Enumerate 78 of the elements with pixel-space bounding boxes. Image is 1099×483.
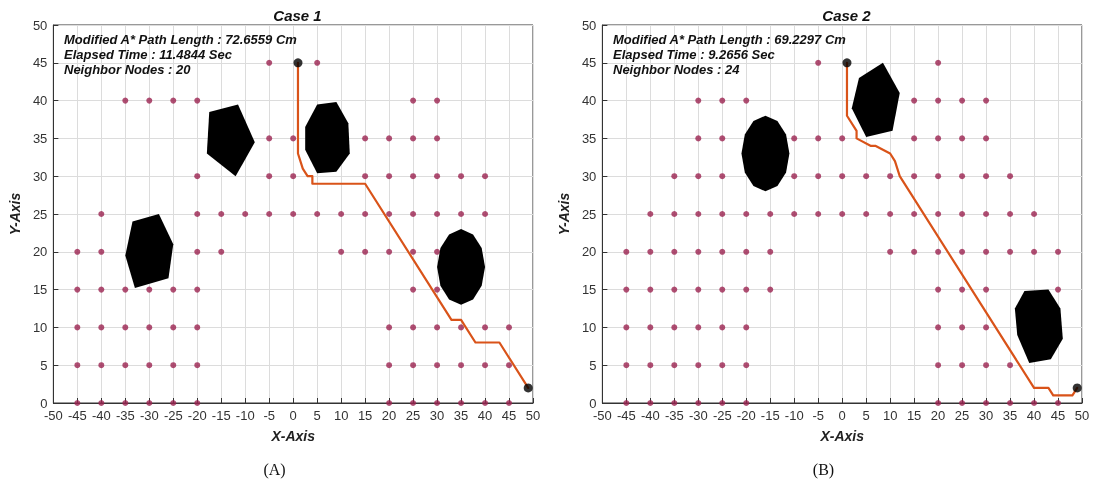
y-axis-title: Y-Axis <box>556 192 572 236</box>
x-tick-label: -45 <box>67 408 87 423</box>
y-tick-label: 15 <box>581 282 597 298</box>
x-tick-label: 25 <box>954 408 970 423</box>
y-tick-label: 35 <box>581 130 597 146</box>
y-tick-label: 20 <box>581 244 597 260</box>
x-tick-label: -25 <box>163 408 183 423</box>
y-tick-label: 50 <box>581 17 597 33</box>
x-tick-label: 45 <box>1050 408 1066 423</box>
x-tick-label: -30 <box>688 408 708 423</box>
x-tick-label: -35 <box>664 408 684 423</box>
x-tick-label: 35 <box>1002 408 1018 423</box>
annotation: Modified A* Path Length : 69.2297 Cm <box>613 32 847 47</box>
annotation: Elapsed Time : 9.2656 Sec <box>613 47 776 62</box>
x-tick-label: 50 <box>525 408 541 423</box>
x-tick-label: -20 <box>736 408 756 423</box>
x-axis-title: X-Axis <box>270 428 316 444</box>
x-tick-label: 5 <box>313 408 321 423</box>
x-tick-label: 20 <box>930 408 946 423</box>
text: (A) <box>263 460 286 479</box>
annotation: Modified A* Path Length : 72.6559 Cm <box>64 32 298 47</box>
x-tick-label: 35 <box>453 408 469 423</box>
y-tick-label: 10 <box>32 319 48 335</box>
y-tick-label: 25 <box>32 206 48 222</box>
x-tick-label: -15 <box>211 408 231 423</box>
x-tick-label: 50 <box>1074 408 1090 423</box>
y-tick-label: 45 <box>581 55 597 71</box>
annotation: Neighbor Nodes : 20 <box>64 62 192 77</box>
chart-title: Case 1 <box>273 7 322 24</box>
annotation: Elapsed Time : 11.4844 Sec <box>64 47 233 62</box>
x-tick-label: 10 <box>882 408 898 423</box>
y-tick-label: 20 <box>32 244 48 260</box>
x-tick-label: 0 <box>289 408 297 423</box>
y-tick-label: 5 <box>589 357 597 373</box>
y-tick-label: 0 <box>589 395 597 411</box>
x-tick-label: -30 <box>139 408 159 423</box>
text: (B) <box>812 460 835 479</box>
y-tick-label: 40 <box>581 93 597 109</box>
x-tick-label: 40 <box>1026 408 1042 423</box>
y-tick-label: 30 <box>581 168 597 184</box>
x-tick-label: -5 <box>263 408 275 423</box>
x-tick-label: -35 <box>115 408 135 423</box>
x-tick-label: 25 <box>405 408 421 423</box>
x-tick-label: -40 <box>640 408 660 423</box>
x-tick-label: 15 <box>906 408 922 423</box>
x-tick-label: -25 <box>712 408 732 423</box>
y-tick-label: 0 <box>40 395 48 411</box>
x-tick-label: 15 <box>357 408 373 423</box>
y-axis-title: Y-Axis <box>7 192 23 236</box>
x-tick-label: 5 <box>862 408 870 423</box>
y-tick-label: 10 <box>581 319 597 335</box>
x-tick-label: -10 <box>784 408 804 423</box>
x-tick-label: 40 <box>477 408 493 423</box>
y-tick-label: 25 <box>581 206 597 222</box>
y-tick-label: 45 <box>32 55 48 71</box>
y-tick-label: 50 <box>32 17 48 33</box>
x-tick-label: -20 <box>187 408 207 423</box>
x-tick-label: 30 <box>978 408 994 423</box>
y-tick-label: 35 <box>32 130 48 146</box>
x-tick-label: 10 <box>333 408 349 423</box>
x-tick-label: -40 <box>91 408 111 423</box>
x-tick-label: -10 <box>235 408 255 423</box>
x-tick-label: -50 <box>43 408 63 423</box>
x-tick-label: 20 <box>381 408 397 423</box>
x-tick-label: 0 <box>838 408 846 423</box>
y-tick-label: 30 <box>32 168 48 184</box>
x-tick-label: -5 <box>812 408 824 423</box>
x-tick-label: 45 <box>501 408 517 423</box>
x-tick-label: -50 <box>592 408 612 423</box>
x-tick-label: 30 <box>429 408 445 423</box>
chart-title: Case 2 <box>822 7 872 24</box>
x-tick-label: -45 <box>616 408 636 423</box>
y-tick-label: 40 <box>32 93 48 109</box>
y-tick-label: 15 <box>32 282 48 298</box>
x-tick-label: -15 <box>760 408 780 423</box>
x-axis-title: X-Axis <box>819 428 865 444</box>
y-tick-label: 5 <box>40 357 48 373</box>
annotation: Neighbor Nodes : 24 <box>613 62 741 77</box>
